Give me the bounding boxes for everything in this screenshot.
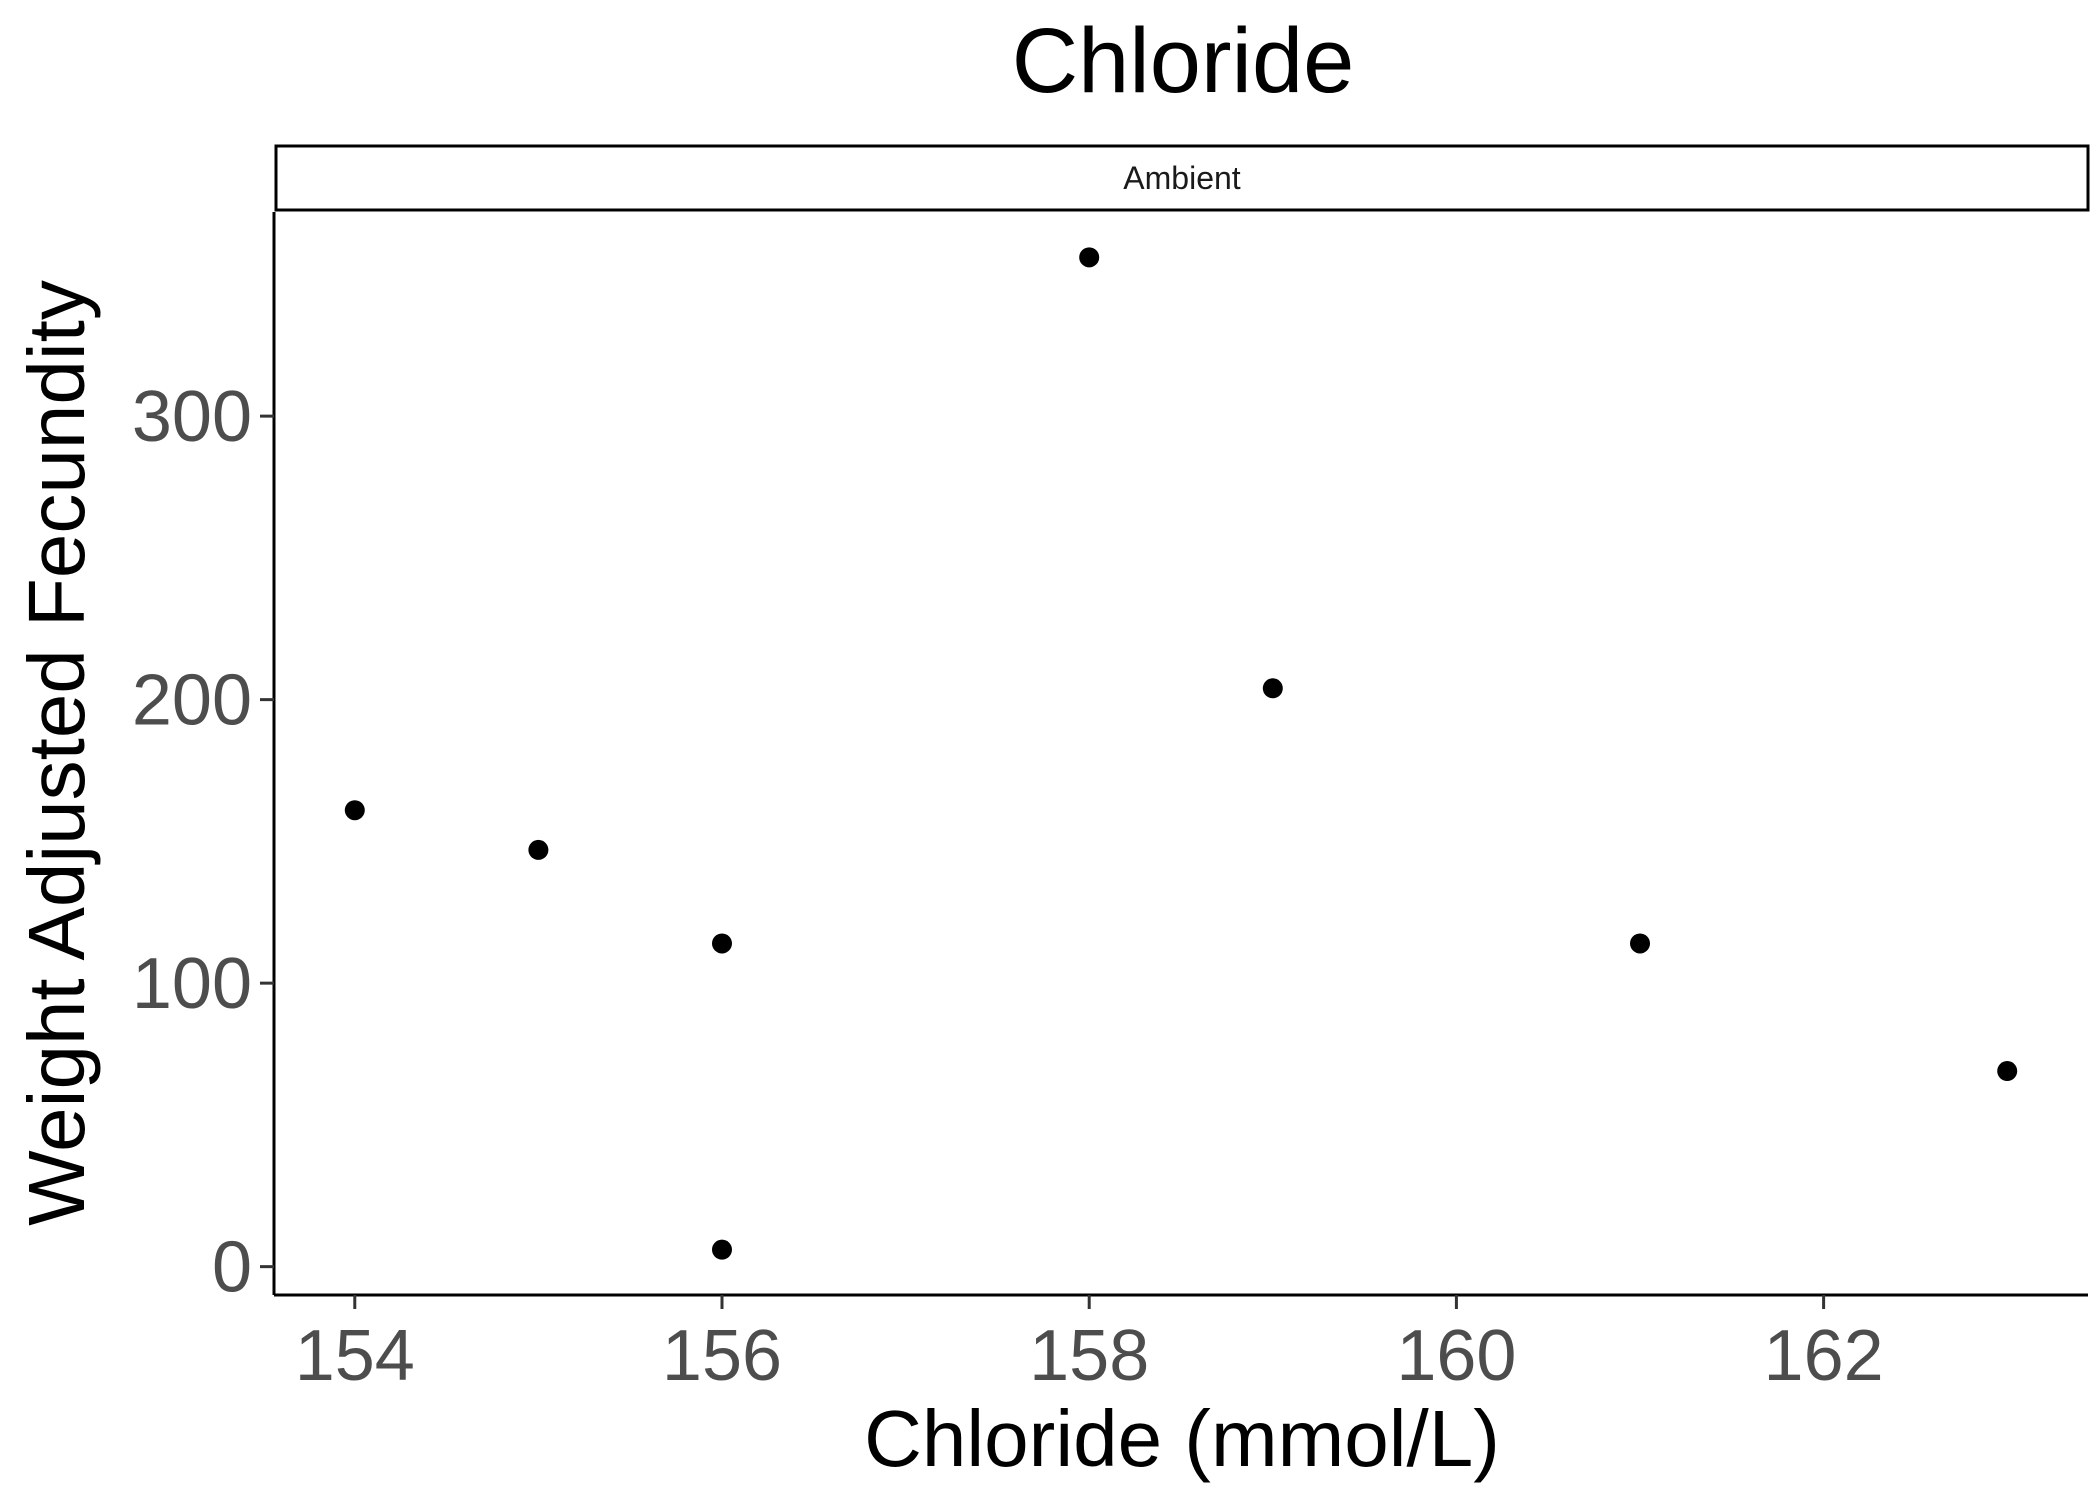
x-ticks: 154 156 158 160 162 (295, 1295, 1884, 1396)
y-axis-title: Weight Adjusted Fecundity (12, 280, 101, 1226)
data-point (528, 839, 549, 860)
y-tick-label: 200 (132, 661, 252, 741)
facet-strip: Ambient (274, 144, 2090, 212)
data-point (711, 933, 732, 954)
x-tick-label: 162 (1764, 1316, 1884, 1396)
x-tick-label: 156 (662, 1316, 782, 1396)
data-point (1262, 678, 1283, 699)
data-point (1997, 1061, 2018, 1082)
facet-strip-box (274, 144, 2090, 212)
axes (272, 212, 2088, 1297)
y-ticks: 0 100 200 300 (132, 377, 274, 1308)
chart-title: Chloride (1012, 10, 1355, 112)
x-tick-label: 154 (295, 1316, 415, 1396)
x-tick-label: 160 (1396, 1316, 1516, 1396)
data-point (711, 1239, 732, 1260)
x-tick-label: 158 (1029, 1316, 1149, 1396)
data-point (1630, 933, 1651, 954)
y-tick-label: 100 (132, 944, 252, 1024)
data-points (344, 247, 2018, 1260)
facet-strip-label: Ambient (1123, 160, 1241, 196)
x-axis-title: Chloride (mmol/L) (864, 1394, 1500, 1483)
data-point (344, 800, 365, 821)
y-tick-label: 0 (212, 1228, 252, 1308)
y-tick-label: 300 (132, 377, 252, 457)
data-point (1079, 247, 1100, 268)
